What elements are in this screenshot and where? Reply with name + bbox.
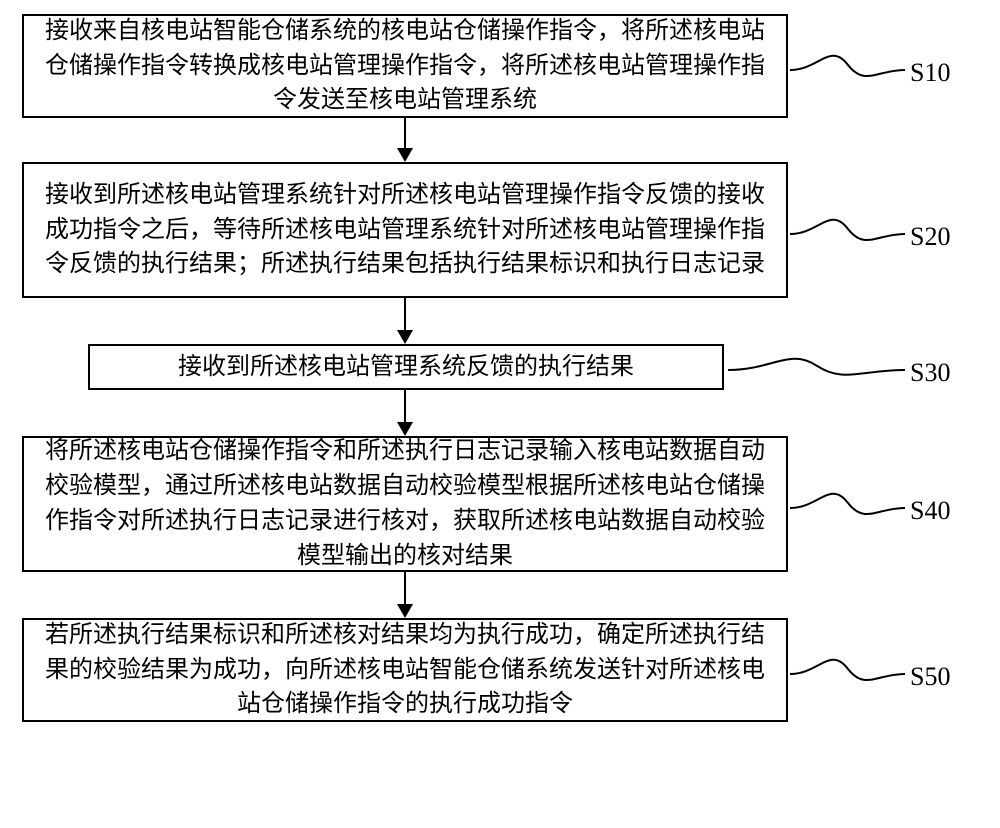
flow-node-s30: 接收到所述核电站管理系统反馈的执行结果 <box>88 344 724 390</box>
flow-label-s40: S40 <box>910 496 950 526</box>
flow-node-text: 将所述核电站仓储操作指令和所述执行日志记录输入核电站数据自动校验模型，通过所述核… <box>34 434 776 573</box>
flow-label-s50: S50 <box>910 662 950 692</box>
flow-label-s20: S20 <box>910 222 950 252</box>
flow-node-text: 接收来自核电站智能仓储系统的核电站仓储操作指令，将所述核电站仓储操作指令转换成核… <box>34 14 776 118</box>
flowchart-canvas: 接收来自核电站智能仓储系统的核电站仓储操作指令，将所述核电站仓储操作指令转换成核… <box>0 0 1000 828</box>
flow-node-s50: 若所述执行结果标识和所述核对结果均为执行成功，确定所述执行结果的校验结果为成功，… <box>22 618 788 722</box>
flow-label-s10: S10 <box>910 58 950 88</box>
flow-node-s10: 接收来自核电站智能仓储系统的核电站仓储操作指令，将所述核电站仓储操作指令转换成核… <box>22 14 788 118</box>
flow-label-s30: S30 <box>910 358 950 388</box>
flow-node-text: 接收到所述核电站管理系统反馈的执行结果 <box>178 350 634 385</box>
flow-node-text: 接收到所述核电站管理系统针对所述核电站管理操作指令反馈的接收成功指令之后，等待所… <box>34 178 776 282</box>
flow-node-s20: 接收到所述核电站管理系统针对所述核电站管理操作指令反馈的接收成功指令之后，等待所… <box>22 162 788 298</box>
flow-node-s40: 将所述核电站仓储操作指令和所述执行日志记录输入核电站数据自动校验模型，通过所述核… <box>22 436 788 572</box>
flow-node-text: 若所述执行结果标识和所述核对结果均为执行成功，确定所述执行结果的校验结果为成功，… <box>34 618 776 722</box>
